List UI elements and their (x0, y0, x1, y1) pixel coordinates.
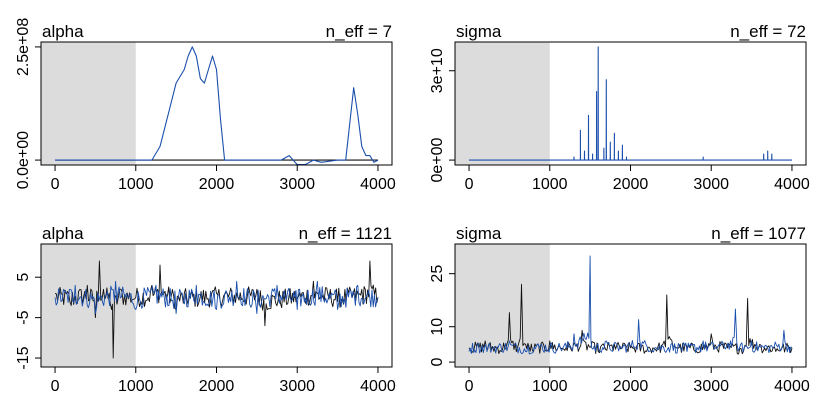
x-tick-label: 0 (465, 378, 474, 395)
x-tick-label: 0 (51, 176, 60, 193)
y-tick-label: 0e+00 (429, 138, 446, 183)
x-tick-label: 1000 (118, 378, 154, 395)
x-tick-label: 1000 (532, 176, 568, 193)
x-tick-label: 2000 (613, 176, 649, 193)
x-tick-label: 1000 (532, 378, 568, 395)
series-line (468, 255, 793, 355)
series-line (469, 46, 792, 161)
series-group (469, 46, 792, 161)
panel-title: alpha (42, 224, 84, 243)
x-tick-label: 2000 (613, 378, 649, 395)
x-tick-label: 1000 (118, 176, 154, 193)
x-tick-label: 0 (465, 176, 474, 193)
x-tick-label: 4000 (360, 176, 396, 193)
x-tick-label: 2000 (199, 378, 235, 395)
x-tick-label: 3000 (279, 378, 315, 395)
y-tick-label: 3e+10 (429, 48, 446, 93)
warmup-shading (455, 244, 550, 367)
x-tick-label: 3000 (279, 176, 315, 193)
series-group (54, 260, 379, 359)
trace-panel: alpha n_eff = 7 0 1000 2000 3000 4000 0.0e+00 2.… (15, 18, 396, 193)
series-line (55, 46, 379, 165)
x-tick-label: 4000 (360, 378, 396, 395)
n-eff-label: n_eff = 72 (730, 22, 806, 41)
series-group (468, 255, 793, 355)
x-tick-label: 0 (51, 378, 60, 395)
trace-panel: sigma n_eff = 1077 0 1000 2000 3000 4000 0 10 25 (429, 224, 810, 395)
n-eff-label: n_eff = 7 (326, 22, 392, 41)
panel-title: sigma (456, 224, 502, 243)
warmup-shading (455, 42, 550, 165)
y-tick-label: 2.5e+08 (15, 18, 32, 76)
x-tick-label: 3000 (693, 176, 729, 193)
x-tick-label: 3000 (693, 378, 729, 395)
n-eff-label: n_eff = 1077 (711, 224, 806, 243)
trace-panel: sigma n_eff = 72 0 1000 2000 3000 4000 0e+00 3e+… (429, 22, 810, 193)
y-tick-label: 10 (429, 318, 446, 336)
warmup-shading (41, 244, 136, 367)
series-group (55, 46, 379, 165)
x-tick-label: 4000 (774, 176, 810, 193)
y-tick-label: 5 (15, 273, 32, 282)
y-tick-label: 25 (429, 265, 446, 283)
y-tick-label: -15 (15, 346, 32, 369)
x-tick-label: 2000 (199, 176, 235, 193)
y-tick-label: 0.0e+00 (15, 131, 32, 189)
series-line (54, 280, 379, 315)
x-tick-label: 4000 (774, 378, 810, 395)
trace-panel: alpha n_eff = 1121 0 1000 2000 3000 4000 -15 -5 5 (15, 224, 396, 395)
y-tick-label: 0 (429, 358, 446, 367)
warmup-shading (41, 42, 136, 165)
panel-title: sigma (456, 22, 502, 41)
n-eff-label: n_eff = 1121 (299, 224, 392, 243)
panel-title: alpha (42, 22, 84, 41)
y-tick-label: -5 (15, 310, 32, 324)
